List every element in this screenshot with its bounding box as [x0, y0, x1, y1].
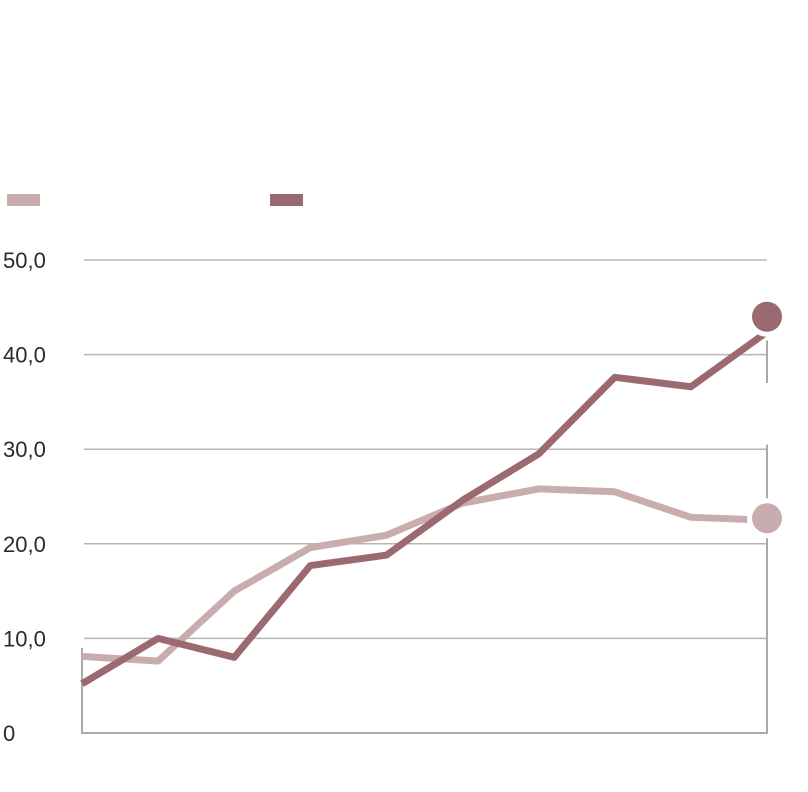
axes [81, 340, 768, 734]
end-marker-2 [752, 301, 782, 332]
end-markers [747, 296, 787, 539]
y-tick-label-5: 50,0 [3, 248, 46, 273]
legend-swatch-2 [270, 194, 303, 206]
legend-swatch-1 [7, 194, 40, 206]
series-line-2 [80, 329, 770, 687]
legend [7, 194, 303, 206]
y-tick-label-2: 20,0 [3, 532, 46, 557]
y-tick-label-3: 30,0 [3, 437, 46, 462]
series [80, 329, 770, 687]
grid [84, 259, 767, 640]
y-tick-label-4: 40,0 [3, 343, 46, 368]
y-axis-ticks: 0 10,0 20,0 30,0 40,0 50,0 [3, 248, 46, 746]
y-tick-label-1: 10,0 [3, 626, 46, 651]
axis-frame [81, 444, 768, 734]
series-line-1 [81, 485, 768, 665]
y-tick-label-0: 0 [3, 721, 15, 746]
end-marker-1 [752, 503, 782, 534]
